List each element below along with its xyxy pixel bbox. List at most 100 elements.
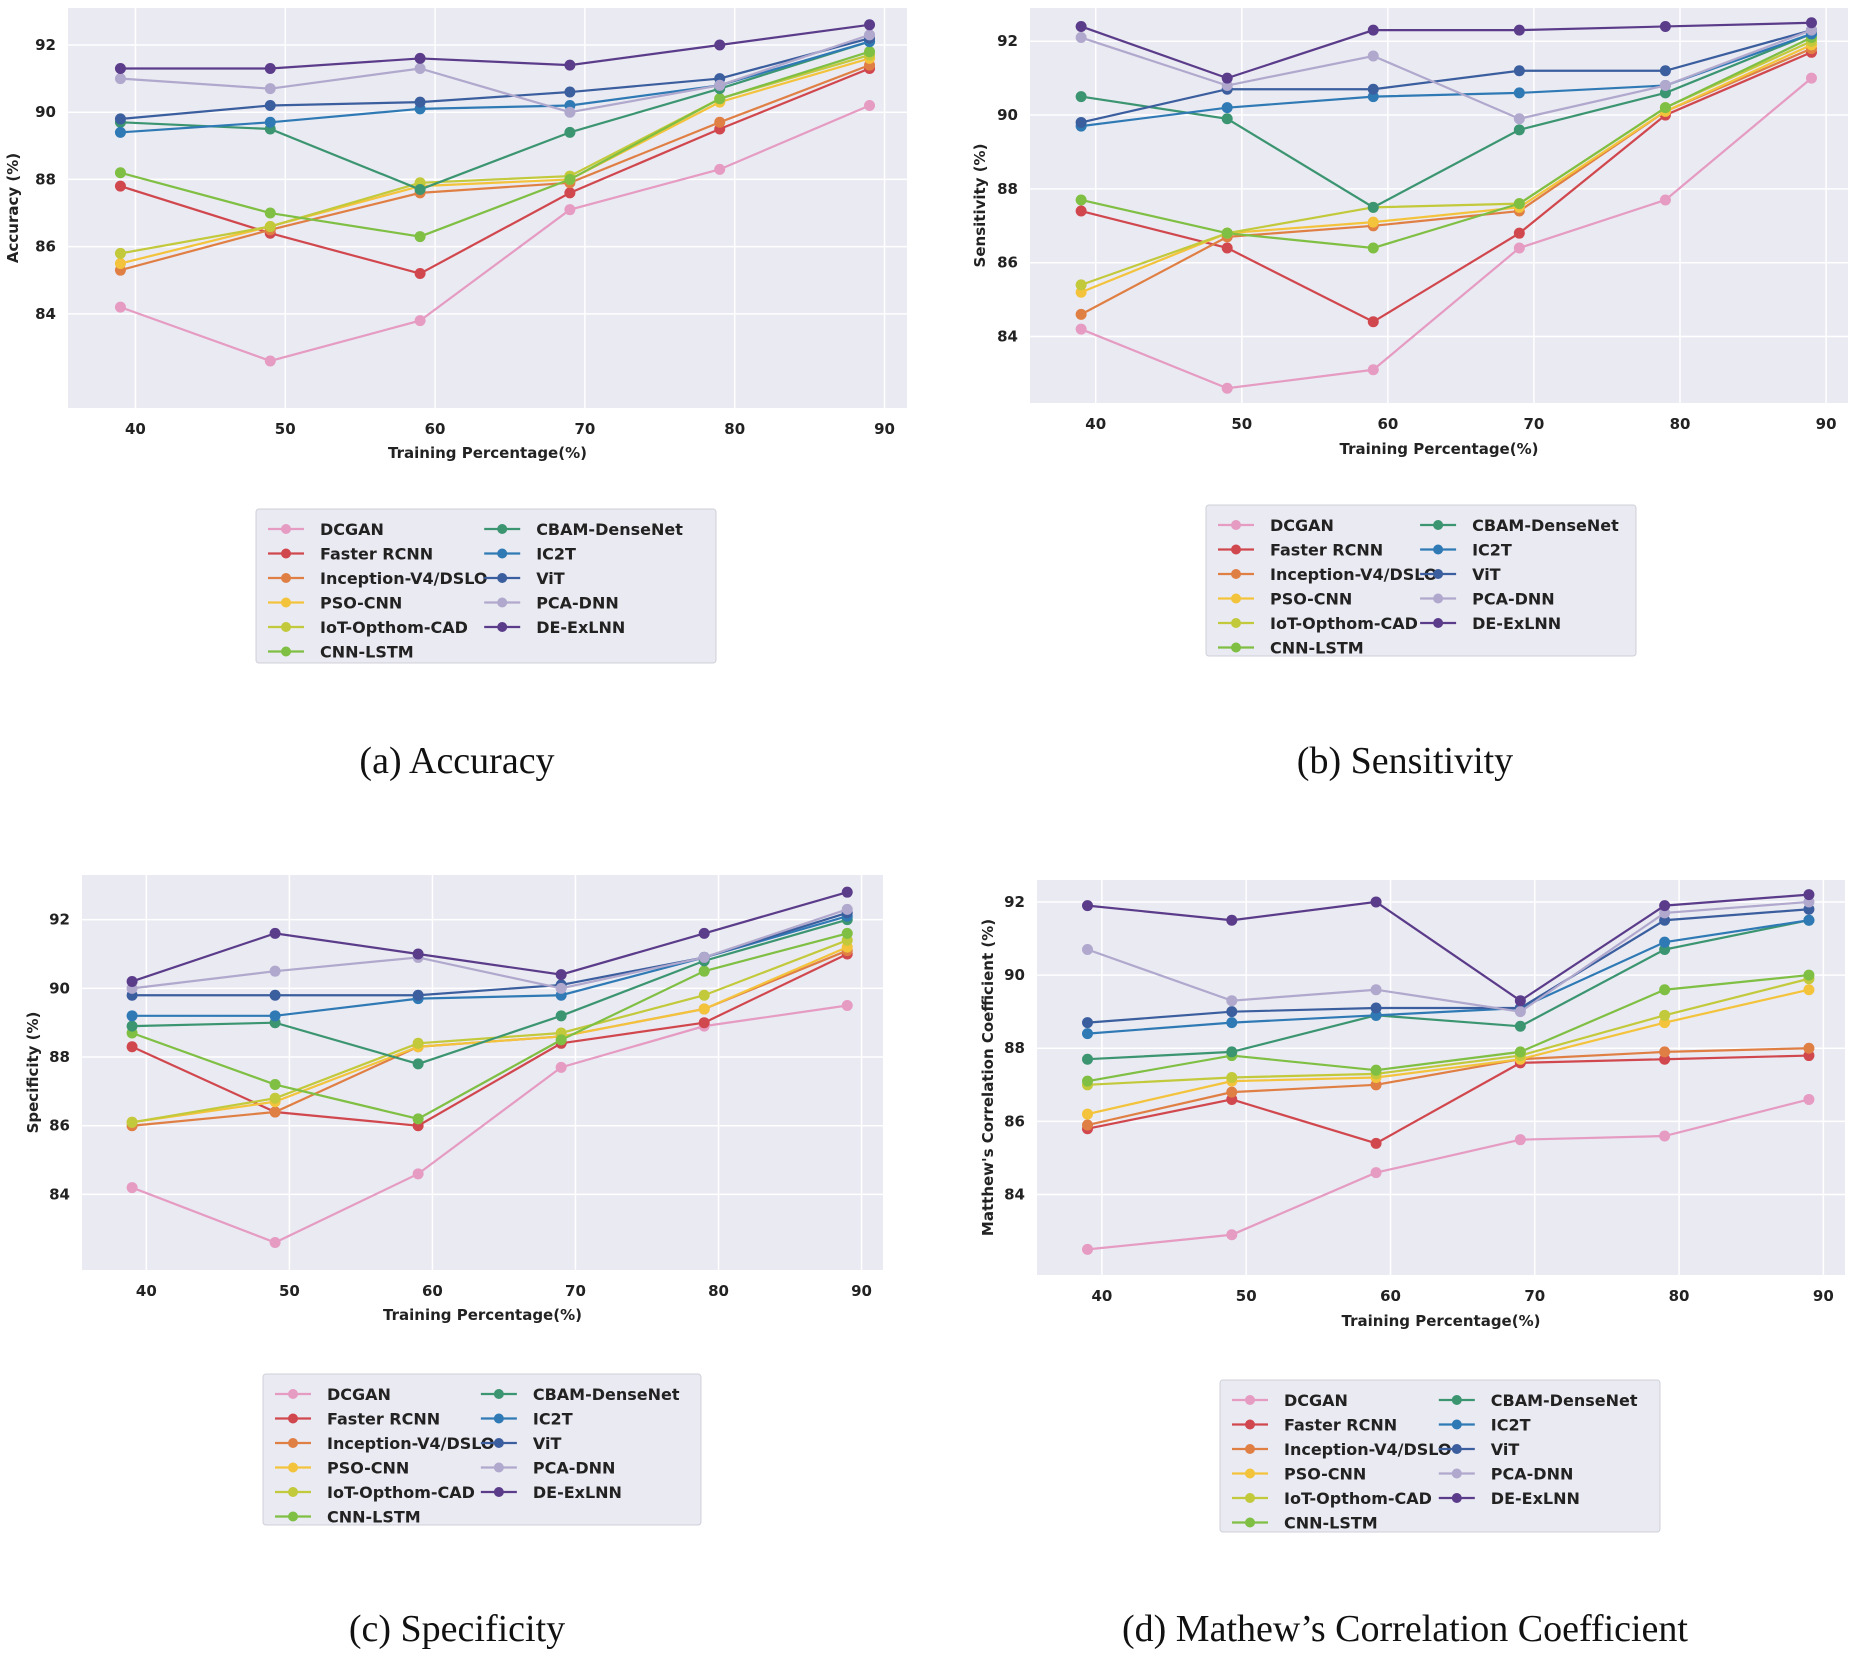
y-tick-label: 84 bbox=[997, 328, 1018, 346]
legend-item-pso-cnn: PSO-CNN bbox=[1218, 590, 1352, 609]
series-line-cnn-lstm bbox=[1080, 36, 1812, 250]
legend-item-cnn-lstm: CNN-LSTM bbox=[275, 1508, 421, 1527]
legend-label: DCGAN bbox=[320, 520, 384, 539]
data-point-ic2t bbox=[126, 1010, 138, 1022]
chart-panel-1: 40 50 60 70 80 90 84 86 88 90 92 Training Percentag… bbox=[4, 8, 907, 782]
data-point-cnn-lstm bbox=[269, 1079, 281, 1091]
x-tick-label: 40 bbox=[1091, 1287, 1112, 1305]
legend-marker bbox=[1231, 618, 1241, 628]
legend-item-cbam-densenet: CBAM-DenseNet bbox=[480, 1385, 680, 1404]
legend-label: CBAM-DenseNet bbox=[533, 1385, 680, 1404]
data-point-de-exlnn bbox=[1803, 889, 1815, 901]
data-point-cbam-densenet bbox=[564, 126, 576, 138]
series-line-pso-cnn bbox=[131, 946, 848, 1124]
legend-item-inception-v4-dslo: Inception-V4/DSLO bbox=[1218, 565, 1438, 584]
data-point-dcgan bbox=[412, 1168, 424, 1180]
legend-marker bbox=[1231, 544, 1241, 555]
legend: DCGAN Faster RCNN Inception-V4/DSLO PSO-CNN… bbox=[255, 508, 717, 664]
series-pca-dnn bbox=[114, 29, 876, 118]
legend-label: IC2T bbox=[1472, 541, 1512, 560]
legend-item-faster-rcnn: Faster RCNN bbox=[1218, 541, 1383, 560]
legend-marker bbox=[493, 1413, 504, 1424]
legend: DCGAN Faster RCNN Inception-V4/DSLO PSO-CNN… bbox=[1219, 1379, 1661, 1533]
data-point-ic2t bbox=[1082, 1028, 1093, 1040]
legend-item-pso-cnn: PSO-CNN bbox=[1232, 1465, 1366, 1484]
legend-label: CBAM-DenseNet bbox=[1472, 516, 1619, 535]
x-tick-label: 50 bbox=[279, 1282, 300, 1300]
y-tick-label: 90 bbox=[49, 979, 70, 997]
x-tick-label: 90 bbox=[1813, 1287, 1834, 1305]
series-dcgan bbox=[114, 99, 876, 367]
legend-marker bbox=[1231, 569, 1241, 579]
legend-marker bbox=[1245, 1468, 1255, 1479]
series-line-de-exlnn bbox=[1087, 893, 1810, 1003]
series-line-vit bbox=[120, 37, 870, 121]
data-point-cnn-lstm bbox=[1803, 969, 1815, 981]
data-point-pso-cnn bbox=[1082, 1108, 1093, 1120]
data-point-cbam-densenet bbox=[1221, 113, 1233, 125]
data-point-pca-dnn bbox=[864, 29, 876, 41]
legend-label: IC2T bbox=[533, 1410, 573, 1429]
data-point-cbam-densenet bbox=[1082, 1053, 1093, 1065]
data-point-pso-cnn bbox=[114, 257, 126, 269]
data-point-cnn-lstm bbox=[1659, 984, 1671, 996]
legend-label: PSO-CNN bbox=[1270, 590, 1352, 609]
legend-label: IC2T bbox=[1491, 1416, 1531, 1435]
data-point-pso-cnn bbox=[1367, 216, 1379, 228]
legend-label: Faster RCNN bbox=[320, 545, 433, 564]
legend-label: PSO-CNN bbox=[1284, 1465, 1366, 1484]
legend-item-inception-v4-dslo: Inception-V4/DSLO bbox=[1232, 1440, 1452, 1459]
data-point-vit bbox=[412, 989, 424, 1001]
series-line-de-exlnn bbox=[131, 891, 848, 983]
data-point-cnn-lstm bbox=[264, 207, 276, 219]
legend-item-cnn-lstm: CNN-LSTM bbox=[1232, 1514, 1378, 1533]
y-axis-label: Matthew's Correlation Coefficient (%) bbox=[979, 919, 997, 1236]
legend-item-faster-rcnn: Faster RCNN bbox=[268, 545, 433, 564]
data-point-dcgan bbox=[264, 355, 276, 367]
legend-item-ic2t: IC2T bbox=[1438, 1416, 1531, 1435]
data-point-iot-opthom-cad bbox=[269, 1092, 281, 1104]
legend-box bbox=[1205, 504, 1637, 657]
data-point-inception-v4-dslo bbox=[1803, 1042, 1815, 1054]
legend-marker bbox=[1433, 569, 1444, 579]
x-tick-label: 50 bbox=[1231, 415, 1252, 433]
data-point-inception-v4-dslo bbox=[269, 1106, 281, 1118]
legend-label: CNN-LSTM bbox=[327, 1508, 421, 1527]
legend-item-inception-v4-dslo: Inception-V4/DSLO bbox=[268, 569, 488, 588]
data-point-cbam-densenet bbox=[1075, 91, 1087, 103]
legend-item-faster-rcnn: Faster RCNN bbox=[1232, 1416, 1397, 1435]
data-point-de-exlnn bbox=[1226, 914, 1238, 926]
data-point-de-exlnn bbox=[1514, 995, 1526, 1007]
legend-marker bbox=[1245, 1493, 1255, 1503]
data-point-ic2t bbox=[114, 126, 126, 138]
legend-item-cbam-densenet: CBAM-DenseNet bbox=[484, 520, 683, 539]
data-point-cbam-densenet bbox=[126, 1020, 138, 1032]
y-tick-label: 92 bbox=[997, 32, 1018, 50]
data-point-ic2t bbox=[1221, 102, 1233, 114]
series-line-cnn-lstm bbox=[1087, 973, 1810, 1083]
data-point-dcgan bbox=[1370, 1167, 1382, 1179]
x-tick-label: 60 bbox=[1377, 415, 1398, 433]
data-point-pso-cnn bbox=[1803, 984, 1815, 996]
series-line-faster-rcnn bbox=[1087, 1054, 1809, 1145]
legend-item-vit: ViT bbox=[480, 1434, 561, 1453]
data-point-dcgan bbox=[1659, 1130, 1671, 1142]
legend-marker bbox=[288, 1438, 298, 1448]
data-point-cnn-lstm bbox=[412, 1113, 424, 1125]
data-point-cnn-lstm bbox=[1367, 242, 1379, 254]
data-point-vit bbox=[1367, 83, 1379, 95]
data-point-pca-dnn bbox=[555, 982, 567, 994]
legend-label: DCGAN bbox=[327, 1385, 391, 1404]
data-point-pca-dnn bbox=[1514, 1006, 1526, 1018]
data-point-de-exlnn bbox=[714, 39, 726, 51]
legend-label: Inception-V4/DSLO bbox=[327, 1434, 495, 1453]
legend-marker bbox=[493, 1462, 504, 1473]
x-axis-label: Training Percentage(%) bbox=[1342, 1312, 1541, 1330]
legend-item-vit: ViT bbox=[1420, 565, 1501, 584]
legend-label: Faster RCNN bbox=[1270, 541, 1383, 560]
data-point-de-exlnn bbox=[269, 927, 281, 939]
y-tick-label: 92 bbox=[1004, 893, 1025, 911]
data-point-faster-rcnn bbox=[1513, 227, 1525, 239]
data-point-cnn-lstm bbox=[1370, 1064, 1382, 1076]
data-point-dcgan bbox=[114, 301, 126, 313]
